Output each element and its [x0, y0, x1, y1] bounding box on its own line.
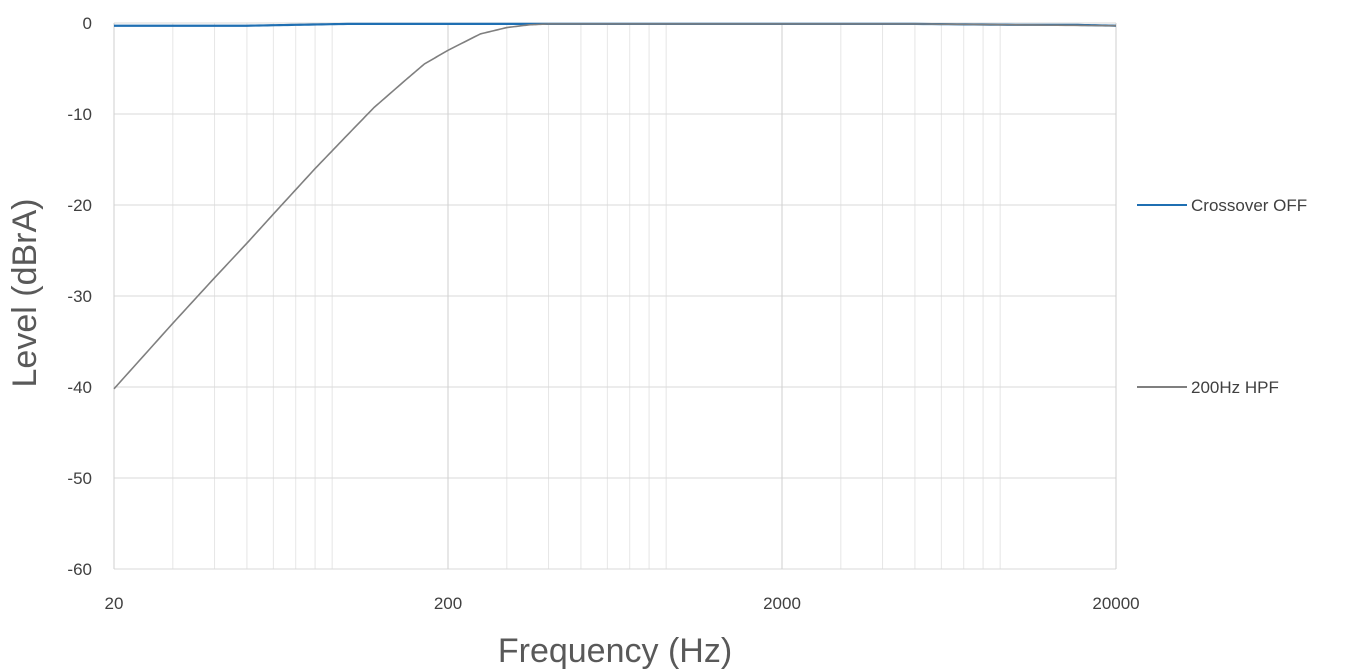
x-axis-title: Frequency (Hz) — [498, 632, 732, 670]
legend: Crossover OFF 200Hz HPF — [1137, 196, 1307, 397]
plot-lines — [113, 22, 1117, 390]
y-axis-title: Level (dBrA) — [6, 199, 44, 388]
y-tick-label: -50 — [67, 469, 92, 488]
legend-label: 200Hz HPF — [1191, 378, 1279, 397]
y-tick-label: 0 — [83, 14, 92, 33]
y-tick-labels: 0 -10 -20 -30 -40 -50 -60 — [67, 14, 92, 579]
y-tick-label: -60 — [67, 560, 92, 579]
x-tick-label: 20 — [105, 594, 124, 613]
y-tick-label: -30 — [67, 287, 92, 306]
x-tick-label: 20000 — [1092, 594, 1139, 613]
x-tick-label: 200 — [434, 594, 462, 613]
series-line-200hz-hpf — [113, 23, 1117, 390]
x-tick-labels: 20 200 2000 20000 — [105, 594, 1140, 613]
y-tick-label: -20 — [67, 196, 92, 215]
y-tick-label: -10 — [67, 105, 92, 124]
y-tick-label: -40 — [67, 378, 92, 397]
x-tick-label: 2000 — [763, 594, 801, 613]
major-gridlines — [113, 22, 1117, 570]
legend-label: Crossover OFF — [1191, 196, 1307, 215]
